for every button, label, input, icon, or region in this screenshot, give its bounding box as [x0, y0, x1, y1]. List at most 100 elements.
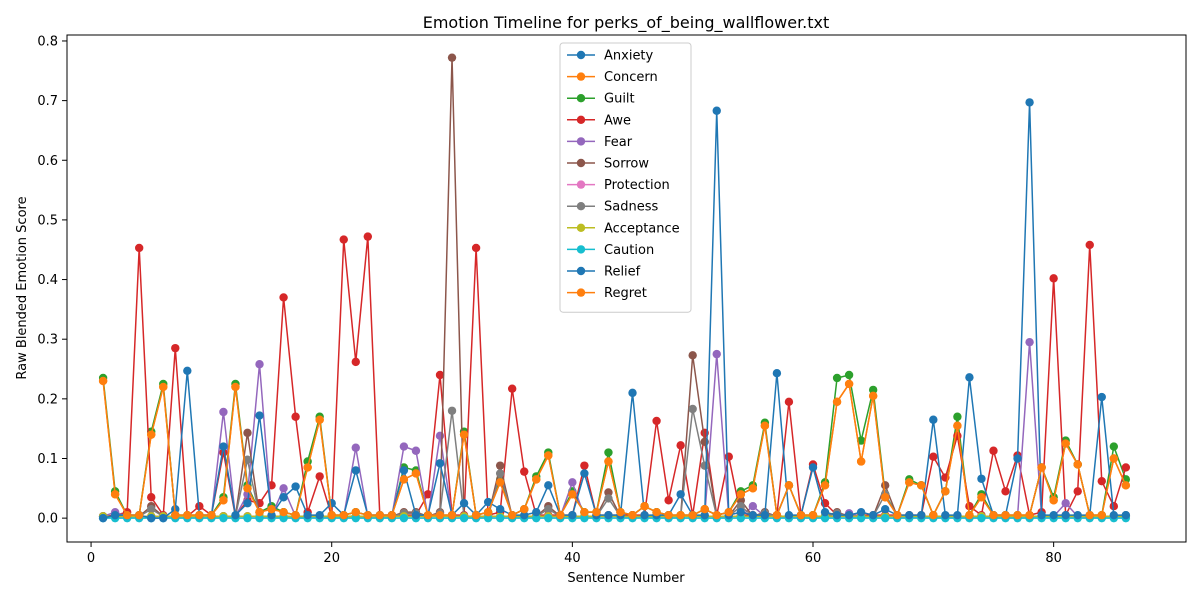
legend-label: Fear: [604, 135, 633, 150]
data-point: [568, 490, 577, 499]
x-tick-label: 80: [1045, 551, 1062, 566]
data-point: [736, 507, 746, 517]
data-point: [507, 510, 517, 520]
data-point: [435, 431, 445, 441]
data-point: [953, 412, 962, 421]
data-point: [520, 504, 529, 514]
legend-item: Acceptance: [567, 221, 680, 236]
y-tick-label: 0.1: [37, 452, 58, 467]
data-point: [267, 510, 276, 520]
legend-label: Protection: [604, 178, 670, 193]
data-point: [1061, 439, 1070, 448]
data-point: [399, 466, 409, 475]
data-point: [724, 507, 733, 517]
data-point: [243, 513, 252, 523]
legend-label: Acceptance: [604, 221, 680, 236]
chart-title: Emotion Timeline for perks_of_being_wall…: [423, 13, 830, 33]
data-point: [532, 475, 541, 484]
data-point: [1073, 510, 1082, 520]
series-line: [103, 408, 1126, 518]
legend-label: Regret: [604, 286, 647, 301]
legend-item: Regret: [567, 286, 647, 301]
series-acceptance: [98, 512, 1131, 521]
data-point: [652, 507, 661, 517]
y-tick-label: 0.3: [37, 333, 58, 348]
data-point: [748, 510, 758, 520]
data-point: [291, 412, 300, 421]
data-point: [351, 507, 360, 517]
data-point: [941, 510, 950, 520]
data-point: [568, 478, 577, 487]
data-point: [820, 481, 830, 490]
legend-item: Concern: [567, 70, 658, 85]
plot-area: [66, 34, 1187, 543]
data-point: [399, 475, 409, 484]
y-tick-label: 0.8: [37, 34, 58, 49]
data-point: [880, 513, 890, 523]
data-point: [447, 510, 457, 520]
data-point: [664, 496, 673, 505]
legend-swatch-marker: [576, 94, 586, 103]
data-point: [748, 502, 758, 511]
data-point: [532, 507, 541, 517]
legend-swatch-marker: [576, 202, 586, 211]
legend-swatch-marker: [576, 245, 586, 254]
data-point: [171, 510, 180, 520]
data-point: [279, 513, 288, 523]
data-point: [122, 510, 132, 520]
data-point: [279, 493, 288, 502]
data-point: [351, 513, 360, 523]
y-axis: 0.0 0.1 0.2 0.3 0.4 0.5 0.6 0.7 0.8: [37, 34, 67, 527]
data-point: [447, 406, 457, 415]
data-point: [159, 382, 168, 392]
data-point: [688, 351, 697, 360]
data-point: [183, 510, 192, 520]
data-point: [808, 463, 818, 472]
data-point: [134, 243, 144, 253]
data-point: [327, 499, 336, 508]
data-point: [183, 366, 192, 376]
data-point: [1097, 510, 1106, 520]
data-point: [736, 490, 746, 499]
data-point: [291, 510, 300, 520]
legend-label: Concern: [604, 70, 658, 85]
data-point: [147, 430, 156, 439]
data-point: [495, 461, 505, 470]
data-point: [315, 510, 324, 520]
legend-item: Awe: [567, 113, 631, 128]
y-tick-label: 0.7: [37, 94, 58, 109]
data-point: [495, 478, 505, 487]
data-point: [580, 507, 589, 517]
data-point: [267, 504, 276, 514]
data-point: [929, 415, 938, 424]
data-point: [917, 510, 926, 520]
data-point: [820, 513, 830, 523]
data-point: [98, 376, 108, 386]
data-point: [893, 510, 902, 520]
data-point: [748, 484, 758, 493]
x-tick-label: 60: [805, 551, 822, 566]
data-point: [243, 499, 252, 508]
legend-swatch-marker: [576, 137, 586, 146]
data-point: [880, 481, 890, 490]
data-point: [1109, 502, 1119, 511]
data-point: [435, 510, 445, 520]
legend-swatch-marker: [576, 223, 586, 232]
data-point: [652, 416, 661, 426]
data-point: [471, 243, 481, 253]
data-point: [905, 478, 914, 487]
data-point: [1049, 510, 1058, 520]
data-point: [375, 510, 385, 520]
data-point: [219, 407, 228, 417]
data-point: [1109, 442, 1119, 451]
data-point: [1061, 510, 1070, 520]
data-point: [941, 487, 950, 496]
data-point: [147, 504, 156, 514]
data-point: [1073, 487, 1082, 496]
data-point: [1001, 487, 1010, 496]
data-point: [712, 349, 721, 359]
data-point: [435, 370, 445, 380]
data-point: [1049, 496, 1058, 505]
legend: Anxiety Concern Guilt Awe Fear Sorrow Protecti…: [559, 42, 692, 313]
